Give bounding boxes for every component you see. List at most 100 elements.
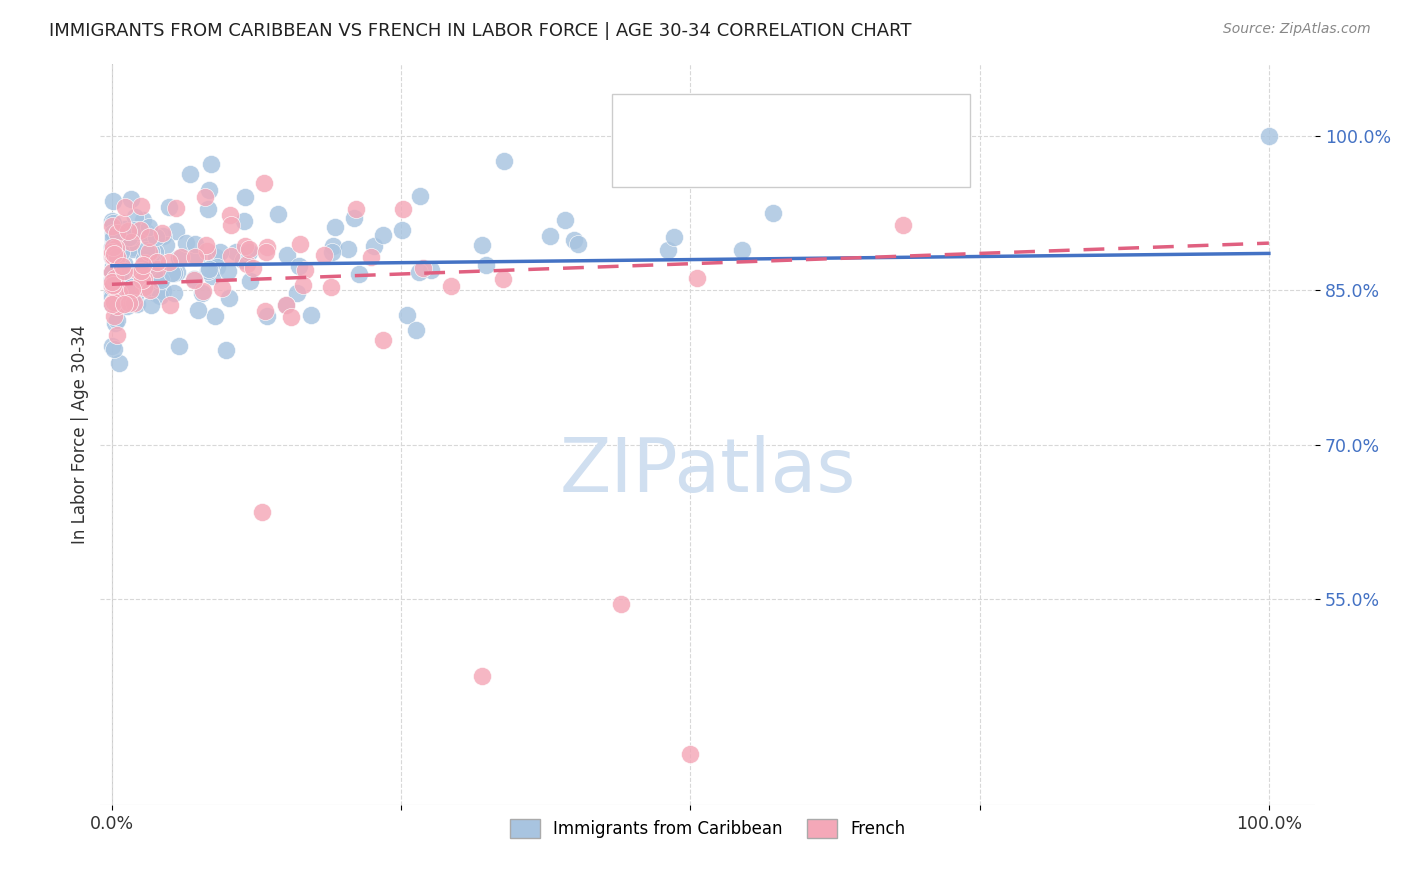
Point [132, 258, 155, 272]
Point [391, 223, 413, 237]
Point [139, 248, 162, 262]
Point [101, 250, 124, 264]
Point [138, 220, 160, 235]
Point [101, 239, 124, 253]
Point [131, 273, 153, 287]
Bar [628, 104, 659, 135]
Point [165, 224, 187, 238]
Point [254, 245, 277, 260]
Text: 0.202: 0.202 [706, 110, 765, 128]
Point [101, 233, 124, 247]
Point [492, 154, 515, 169]
Point [291, 278, 314, 293]
Point [211, 281, 233, 295]
Point [118, 296, 141, 310]
Text: R =: R = [666, 111, 706, 128]
Point [762, 205, 785, 219]
Point [101, 297, 124, 311]
Point [121, 291, 143, 305]
Point [110, 245, 132, 260]
Point [101, 250, 124, 264]
Point [124, 210, 146, 224]
Point [184, 250, 207, 264]
Text: N =: N = [818, 152, 859, 169]
Point [150, 273, 173, 287]
Point [193, 284, 215, 298]
Point [440, 279, 463, 293]
Point [103, 228, 125, 243]
Point [101, 230, 124, 244]
Point [221, 249, 243, 263]
Point [120, 192, 142, 206]
Point [101, 272, 124, 286]
Point [120, 230, 142, 244]
Point [160, 266, 183, 280]
Point [110, 265, 132, 279]
Point [299, 308, 322, 322]
Bar [628, 145, 659, 176]
Point [731, 243, 754, 257]
Point [155, 238, 177, 252]
Point [492, 272, 515, 286]
Point [101, 278, 124, 293]
Point [107, 356, 129, 370]
Point [124, 223, 146, 237]
Point [135, 225, 157, 239]
Point [105, 241, 128, 255]
Point [141, 244, 163, 258]
Point [288, 237, 311, 252]
Text: IMMIGRANTS FROM CARIBBEAN VS FRENCH IN LABOR FORCE | AGE 30-34 CORRELATION CHART: IMMIGRANTS FROM CARIBBEAN VS FRENCH IN L… [49, 22, 911, 40]
Point [104, 277, 127, 291]
Point [101, 285, 124, 300]
Point [127, 264, 149, 278]
Point [218, 292, 240, 306]
Point [166, 265, 188, 279]
Point [396, 308, 419, 322]
Point [179, 167, 201, 181]
Point [138, 245, 160, 260]
Point [893, 218, 915, 232]
Point [198, 183, 221, 197]
Text: Source: ZipAtlas.com: Source: ZipAtlas.com [1223, 22, 1371, 37]
Point [197, 263, 219, 277]
Point [344, 202, 367, 216]
Point [242, 260, 264, 275]
Point [105, 250, 128, 264]
Point [152, 285, 174, 299]
Point [657, 243, 679, 257]
Point [101, 214, 124, 228]
Point [146, 287, 169, 301]
Point [167, 339, 190, 353]
Point [131, 273, 153, 287]
Point [105, 300, 128, 314]
Point [103, 342, 125, 356]
Point [101, 279, 124, 293]
Point [200, 157, 222, 171]
Point [637, 139, 659, 153]
Point [165, 201, 187, 215]
Point [120, 278, 142, 293]
Point [101, 290, 124, 304]
Point [218, 208, 240, 222]
Point [101, 216, 124, 230]
Point [108, 282, 131, 296]
Point [105, 226, 128, 240]
Point [235, 190, 257, 204]
Text: N =: N = [818, 111, 859, 128]
Point [129, 264, 152, 278]
Point [103, 294, 125, 309]
Point [103, 316, 125, 330]
Point [419, 262, 441, 277]
Point [347, 268, 370, 282]
Point [405, 322, 427, 336]
Point [104, 273, 127, 287]
Point [662, 230, 685, 244]
Point [103, 276, 125, 290]
Point [121, 240, 143, 254]
Point [238, 242, 260, 256]
Point [136, 282, 159, 296]
Point [201, 269, 224, 284]
Point [360, 251, 382, 265]
Point [294, 263, 316, 277]
Point [163, 285, 186, 300]
